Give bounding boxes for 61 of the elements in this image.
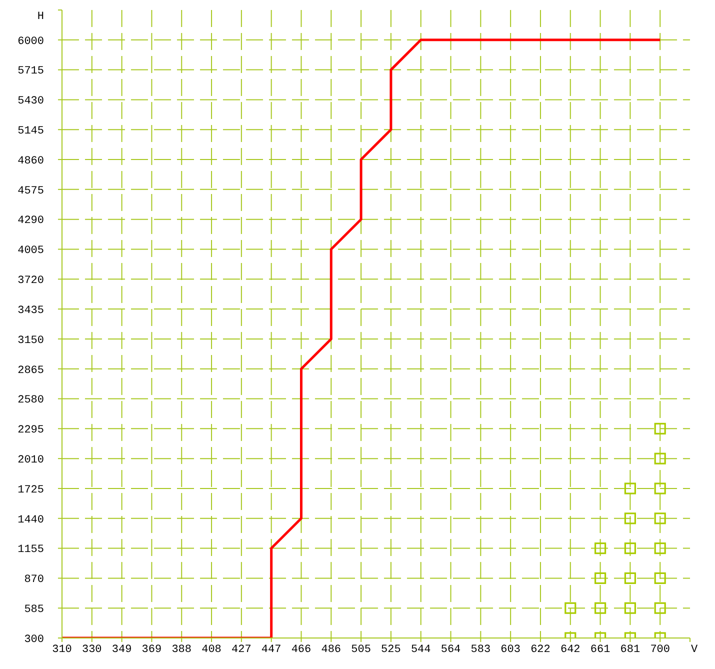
point — [654, 422, 666, 434]
y-tick-label: 5715 — [18, 66, 44, 78]
y-tick-label: 3150 — [18, 334, 44, 347]
y-tick-label: 870 — [24, 574, 44, 586]
x-tick-label: 505 — [351, 644, 371, 656]
point — [654, 572, 666, 584]
point — [564, 602, 576, 614]
y-tick-label: 1440 — [18, 514, 44, 526]
x-tick-label: 583 — [470, 644, 491, 656]
y-tick-label: 4860 — [18, 155, 44, 168]
x-tick-label: 642 — [560, 644, 580, 656]
y-tick-label: 5430 — [18, 96, 44, 108]
y-tick-label: 2865 — [18, 364, 44, 377]
x-tick-label: 349 — [112, 644, 132, 656]
y-tick-label: 300 — [24, 634, 44, 646]
x-tick-label: 544 — [410, 644, 432, 656]
y-tick-label: 2010 — [18, 454, 44, 466]
y-tick-label: 3435 — [18, 304, 44, 317]
y-tick-label: 3720 — [18, 275, 44, 288]
x-tick-label: 661 — [590, 644, 611, 656]
x-tick-label: 427 — [232, 644, 252, 656]
x-tick-label: 388 — [172, 644, 192, 656]
point — [654, 602, 666, 614]
point — [594, 602, 606, 614]
point — [594, 542, 606, 554]
y-tick-label: 1155 — [18, 544, 44, 556]
x-tick-label: 369 — [142, 644, 162, 656]
point — [624, 542, 636, 554]
y-tick-label: 1725 — [18, 484, 44, 496]
x-axis-title: V — [691, 644, 698, 656]
x-tick-label: 564 — [440, 644, 462, 656]
x-tick-label: 310 — [52, 644, 72, 656]
x-tick-label: 525 — [381, 644, 401, 656]
point — [624, 602, 636, 614]
x-tick-label: 486 — [321, 644, 342, 656]
x-tick-label: 622 — [530, 644, 550, 656]
y-tick-label: 2295 — [18, 424, 44, 437]
x-tick-label: 603 — [500, 644, 520, 656]
point — [624, 572, 636, 584]
x-tick-label: 466 — [291, 644, 312, 656]
point — [654, 482, 666, 494]
x-tick-label: 700 — [650, 644, 670, 656]
y-tick-label: 6000 — [18, 36, 44, 48]
y-tick-label: 4290 — [18, 215, 44, 228]
y-tick-label: 4575 — [18, 185, 44, 198]
x-tick-label: 447 — [261, 644, 282, 656]
point — [594, 572, 606, 584]
line-series — [62, 38, 662, 638]
point — [654, 542, 666, 554]
x-tick-label: 330 — [82, 644, 102, 656]
y-tick-label: 585 — [24, 604, 44, 616]
y-tick-label: 4005 — [18, 245, 44, 258]
x-tick-label: 681 — [620, 644, 640, 656]
point — [654, 512, 666, 524]
point — [624, 482, 636, 494]
x-tick-label: 408 — [202, 644, 222, 656]
y-tick-label: 2580 — [18, 394, 44, 407]
y-tick-label: 5145 — [18, 126, 44, 138]
point — [654, 452, 666, 464]
point — [624, 512, 636, 524]
y-axis-title: H — [37, 11, 44, 23]
